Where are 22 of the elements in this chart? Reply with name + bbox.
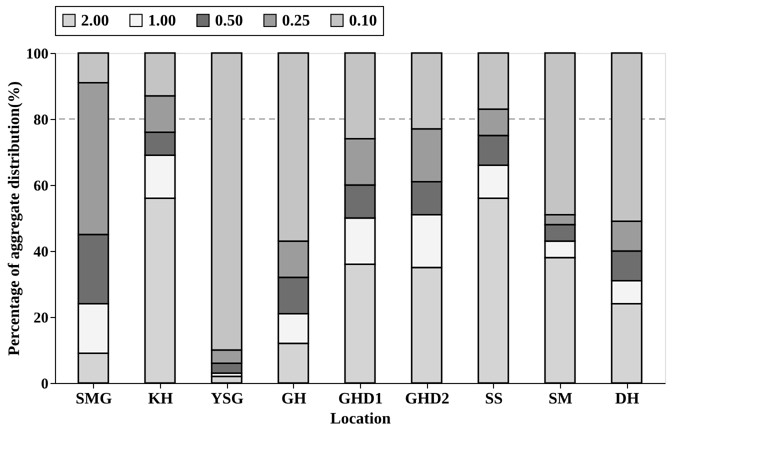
legend-label: 0.50 (215, 12, 243, 30)
x-tick-label: SM (548, 390, 572, 408)
legend-label: 0.25 (282, 12, 310, 30)
y-tick-label: 60 (34, 178, 48, 194)
x-tick-label: YSG (210, 390, 244, 408)
legend-label: 1.00 (148, 12, 176, 30)
y-tick-label: 20 (34, 310, 48, 326)
y-tick-label: 100 (26, 46, 48, 62)
y-axis-title: Percentage of aggregate distribution(%) (6, 81, 23, 356)
x-tick-label: GHD1 (338, 390, 383, 408)
x-axis-title: Location (330, 410, 391, 428)
x-tick-label: KH (148, 390, 174, 408)
x-tick-label: GH (281, 390, 307, 408)
x-tick-label: DH (615, 390, 640, 408)
legend-label: 0.10 (349, 12, 377, 30)
x-tick-label: GHD2 (404, 390, 450, 408)
x-tick-label: SS (484, 390, 503, 408)
x-tick-label: SMG (76, 390, 113, 408)
y-tick-label: 40 (34, 244, 48, 260)
y-tick-label: 80 (34, 112, 48, 128)
legend-label: 2.00 (81, 12, 109, 30)
y-tick-label: 0 (41, 376, 48, 392)
